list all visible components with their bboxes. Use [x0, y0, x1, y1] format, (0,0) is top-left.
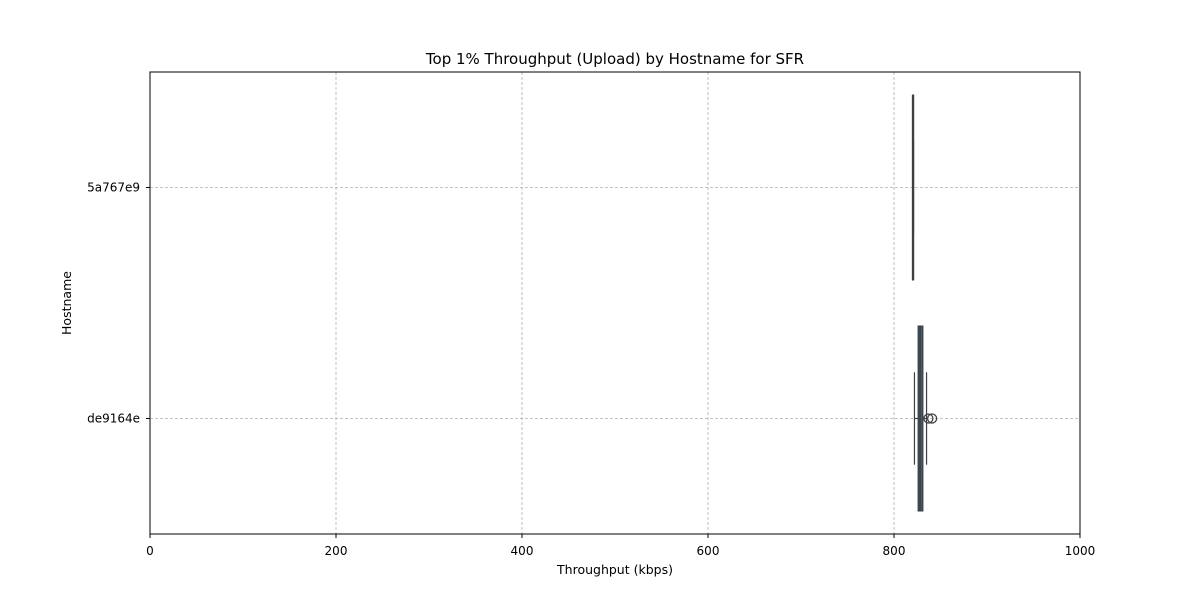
box-layer — [911, 94, 938, 512]
outlier-point — [923, 413, 934, 424]
y-axis-label: Hostname — [59, 271, 74, 335]
x-tick-label: 400 — [511, 544, 534, 558]
chart-title: Top 1% Throughput (Upload) by Hostname f… — [425, 50, 804, 68]
box-5a767e9 — [911, 94, 915, 281]
y-tick-label: 5a767e9 — [87, 181, 140, 195]
x-tick-label: 1000 — [1065, 544, 1096, 558]
x-tick-label: 800 — [883, 544, 906, 558]
grid-layer — [149, 72, 1081, 534]
outlier-point — [926, 413, 938, 424]
y-tick-layer: 5a767e9 de9164e — [87, 181, 150, 426]
x-tick-layer: 0 200 400 600 800 1000 — [146, 534, 1095, 558]
x-tick-label: 0 — [146, 544, 154, 558]
x-tick-label: 600 — [697, 544, 720, 558]
plot-frame — [149, 71, 1081, 535]
x-axis-label: Throughput (kbps) — [556, 562, 673, 577]
y-tick-label: de9164e — [87, 412, 140, 426]
box-de9164e — [913, 325, 938, 512]
x-tick-label: 200 — [325, 544, 348, 558]
